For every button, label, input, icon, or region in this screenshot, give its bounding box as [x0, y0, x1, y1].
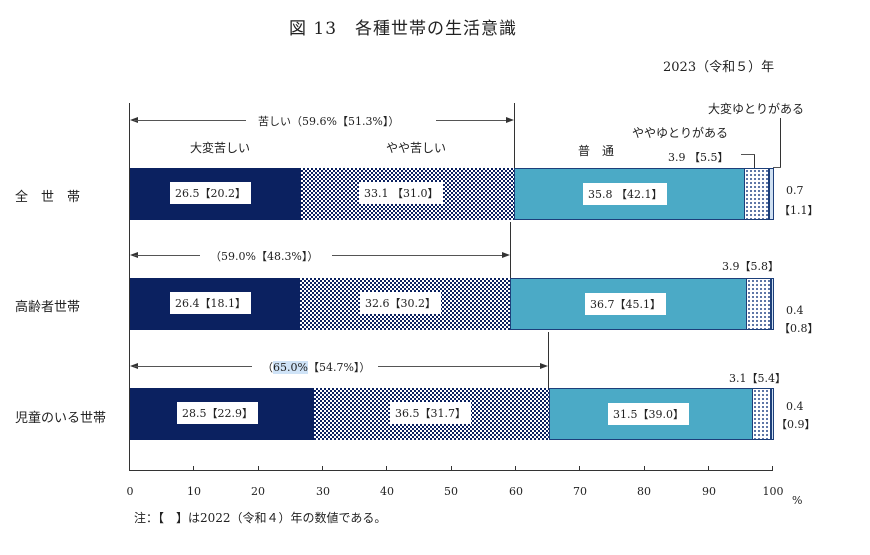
tick	[644, 466, 645, 470]
bracket-label-3-pre: （	[262, 361, 273, 374]
x-tick-label: 30	[316, 485, 330, 498]
value-label-very-comfortable-1-prev: 【1.1】	[779, 204, 819, 217]
segment-very-comfortable	[771, 278, 774, 330]
arrow-right-icon	[506, 117, 514, 123]
bracket-label-3: （65.0%【54.7%】）	[262, 359, 370, 375]
category-label-children: 児童のいる世帯	[15, 411, 107, 426]
tick	[772, 466, 773, 470]
value-label: 36.5【31.7】	[390, 402, 471, 424]
bar-row-elderly: 26.4【18.1】 32.6【30.2】 36.7【45.1】	[130, 278, 774, 330]
bracket-end-line-1	[514, 103, 515, 168]
leader-line-somewhat-comfortable-h	[741, 154, 755, 155]
segment-somewhat-hard: 36.5【31.7】	[314, 388, 549, 440]
tick	[193, 466, 194, 470]
bracket-end-line-3	[548, 332, 549, 388]
x-tick-label: 0	[126, 485, 134, 498]
arrow-right-icon	[502, 252, 510, 258]
legend-very-comfortable: 大変ゆとりがある	[708, 102, 805, 116]
segment-very-comfortable	[769, 168, 774, 220]
chart-title: 図 13 各種世帯の生活意識	[289, 19, 518, 39]
legend-normal: 普 通	[578, 144, 615, 158]
value-label-very-comfortable-2: 0.4	[786, 304, 804, 317]
bracket-line-2a	[134, 255, 200, 256]
legend-very-hard: 大変苦しい	[190, 141, 251, 155]
bracket-line-1b	[436, 120, 508, 121]
bracket-line-3b	[378, 366, 542, 367]
tick	[708, 466, 709, 470]
value-label: 26.5【20.2】	[170, 182, 251, 204]
category-label-all: 全 世 帯	[15, 190, 81, 205]
x-tick-label: 80	[637, 485, 651, 498]
chart-year: 2023（令和５）年	[663, 60, 775, 75]
tick	[579, 466, 580, 470]
x-tick-label: 20	[251, 485, 265, 498]
segment-somewhat-comfortable	[752, 388, 771, 440]
value-label-somewhat-comfortable-3: 3.1【5.4】	[729, 372, 786, 385]
x-tick-label: 10	[187, 485, 201, 498]
leader-line-very-comfortable	[780, 118, 781, 168]
y-axis-line	[129, 103, 130, 470]
value-label: 32.6【30.2】	[360, 292, 441, 314]
arrow-right-icon	[540, 363, 548, 369]
legend-somewhat-hard: やや苦しい	[386, 141, 447, 155]
value-label-very-comfortable-2-prev: 【0.8】	[779, 322, 819, 335]
segment-normal: 31.5【39.0】	[549, 388, 752, 440]
segment-somewhat-comfortable	[744, 168, 769, 220]
segment-normal: 35.8 【42.1】	[514, 168, 744, 220]
value-label-very-comfortable-3-prev: 【0.9】	[776, 418, 816, 431]
category-label-elderly: 高齢者世帯	[15, 300, 81, 315]
x-tick-label: 100	[762, 485, 784, 498]
tick	[386, 466, 387, 470]
x-tick-label: 90	[702, 485, 716, 498]
segment-somewhat-hard: 32.6【30.2】	[300, 278, 510, 330]
value-label-somewhat-comfortable-1: 3.9 【5.5】	[668, 149, 729, 165]
value-label: 33.1 【31.0】	[359, 182, 444, 204]
x-tick-label: 70	[573, 485, 587, 498]
tick	[322, 466, 323, 470]
segment-very-comfortable	[771, 388, 774, 440]
segment-very-hard: 26.5【20.2】	[130, 168, 301, 220]
bar-row-children: 28.5【22.9】 36.5【31.7】 31.5【39.0】	[130, 388, 774, 440]
bracket-line-3a	[134, 366, 252, 367]
value-label: 35.8 【42.1】	[583, 183, 668, 205]
tick	[515, 466, 516, 470]
bracket-label-3-post: 【54.7%】）	[307, 361, 371, 374]
bracket-label-1: 苦しい（59.6%【51.3%】）	[258, 115, 400, 128]
leader-line-somewhat-comfortable	[754, 154, 755, 168]
segment-somewhat-comfortable	[746, 278, 771, 330]
value-label: 31.5【39.0】	[608, 403, 689, 425]
segment-very-hard: 26.4【18.1】	[130, 278, 300, 330]
segment-very-hard: 28.5【22.9】	[130, 388, 314, 440]
value-label-very-comfortable-1: 0.7	[786, 184, 804, 197]
x-tick-label: 50	[444, 485, 458, 498]
bracket-label-2: （59.0%【48.3%】）	[210, 250, 319, 263]
value-label: 28.5【22.9】	[177, 402, 258, 424]
tick	[129, 466, 130, 470]
legend-somewhat-comfortable: ややゆとりがある	[632, 126, 729, 140]
value-label: 26.4【18.1】	[170, 292, 251, 314]
x-tick-label: 40	[380, 485, 394, 498]
footnote: 注：【 】は2022（令和４）年の数値である。	[134, 511, 387, 525]
x-tick-label: 60	[509, 485, 523, 498]
bracket-line-2b	[332, 255, 504, 256]
bracket-line-1a	[134, 120, 246, 121]
segment-normal: 36.7【45.1】	[510, 278, 746, 330]
tick	[451, 466, 452, 470]
bracket-end-line-2	[510, 222, 511, 278]
x-axis-line	[129, 470, 773, 471]
bar-row-all: 26.5【20.2】 33.1 【31.0】 35.8 【42.1】	[130, 168, 774, 220]
bracket-label-3-highlight: 65.0%	[273, 361, 308, 374]
segment-somewhat-hard: 33.1 【31.0】	[301, 168, 514, 220]
value-label-somewhat-comfortable-2: 3.9【5.8】	[722, 260, 779, 273]
value-label: 36.7【45.1】	[585, 293, 666, 315]
tick	[258, 466, 259, 470]
value-label-very-comfortable-3: 0.4	[786, 400, 804, 413]
leader-line-very-comfortable-h	[773, 167, 781, 168]
x-axis-unit: %	[792, 494, 803, 507]
